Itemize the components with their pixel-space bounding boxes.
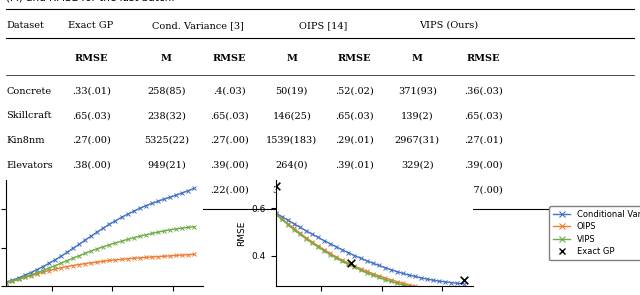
Text: .27(.01): .27(.01) [463,136,502,145]
Text: 146(25): 146(25) [273,111,311,120]
Text: Elevators: Elevators [6,160,53,170]
Text: .65(.03): .65(.03) [72,111,110,120]
Text: Cond. Variance [3]: Cond. Variance [3] [152,21,244,30]
Y-axis label: RMSE: RMSE [237,220,246,246]
Text: .65(.03): .65(.03) [335,111,374,120]
Legend: Conditional Variance, OIPS, VIPS, Exact GP: Conditional Variance, OIPS, VIPS, Exact … [549,206,640,260]
Text: 371(93): 371(93) [398,86,436,96]
Text: .20(.00): .20(.00) [72,185,110,194]
Text: 264(0): 264(0) [276,160,308,170]
Text: .31(.01): .31(.01) [335,185,374,194]
Text: (M) and RMSE for the last batch.: (M) and RMSE for the last batch. [6,0,175,2]
Text: RMSE: RMSE [338,54,371,63]
Text: Concrete: Concrete [6,86,52,96]
Point [271,183,281,188]
Text: OIPS [14]: OIPS [14] [299,21,348,30]
Text: 139(2): 139(2) [401,111,433,120]
Text: .36(.03): .36(.03) [464,86,502,96]
Point [458,278,468,283]
Text: 5325(22): 5325(22) [144,136,189,145]
Text: .29(.01): .29(.01) [335,136,374,145]
Text: 50(19): 50(19) [276,86,308,96]
Text: 949(21): 949(21) [147,160,186,170]
Text: Skillcraft: Skillcraft [6,111,52,120]
Text: .33(.01): .33(.01) [72,86,111,96]
Text: .4(.03): .4(.03) [212,86,245,96]
Text: M: M [286,54,297,63]
Text: .22(.00): .22(.00) [210,185,248,194]
Point [346,260,356,265]
Text: .39(.00): .39(.00) [464,160,502,170]
Text: VIPS (Ours): VIPS (Ours) [419,21,478,30]
Text: .52(.02): .52(.02) [335,86,374,96]
Text: .39(.00): .39(.00) [210,160,248,170]
Text: Kin8nm: Kin8nm [6,136,45,145]
Text: 1021(14): 1021(14) [395,185,440,194]
Text: M: M [412,54,422,63]
Text: 258(85): 258(85) [147,86,186,96]
Text: 2967(31): 2967(31) [395,136,440,145]
Text: .65(.03): .65(.03) [464,111,502,120]
Text: RMSE: RMSE [212,54,246,63]
Text: .27(.00): .27(.00) [72,136,111,145]
Text: M: M [161,54,172,63]
Text: 329(2): 329(2) [401,160,433,170]
Text: 4851(42): 4851(42) [144,185,189,194]
Text: RMSE: RMSE [74,54,108,63]
Text: Dataset: Dataset [6,21,44,30]
Text: .39(.01): .39(.01) [335,160,374,170]
Text: Bike: Bike [6,185,28,194]
Text: 366(44): 366(44) [273,185,311,194]
Text: .38(.00): .38(.00) [72,160,110,170]
Text: 238(32): 238(32) [147,111,186,120]
Text: Exact GP: Exact GP [68,21,114,30]
Text: RMSE: RMSE [467,54,500,63]
Text: .27(.00): .27(.00) [210,136,248,145]
Text: .27(.00): .27(.00) [464,185,502,194]
Text: 1539(183): 1539(183) [266,136,317,145]
Text: .65(.03): .65(.03) [210,111,248,120]
